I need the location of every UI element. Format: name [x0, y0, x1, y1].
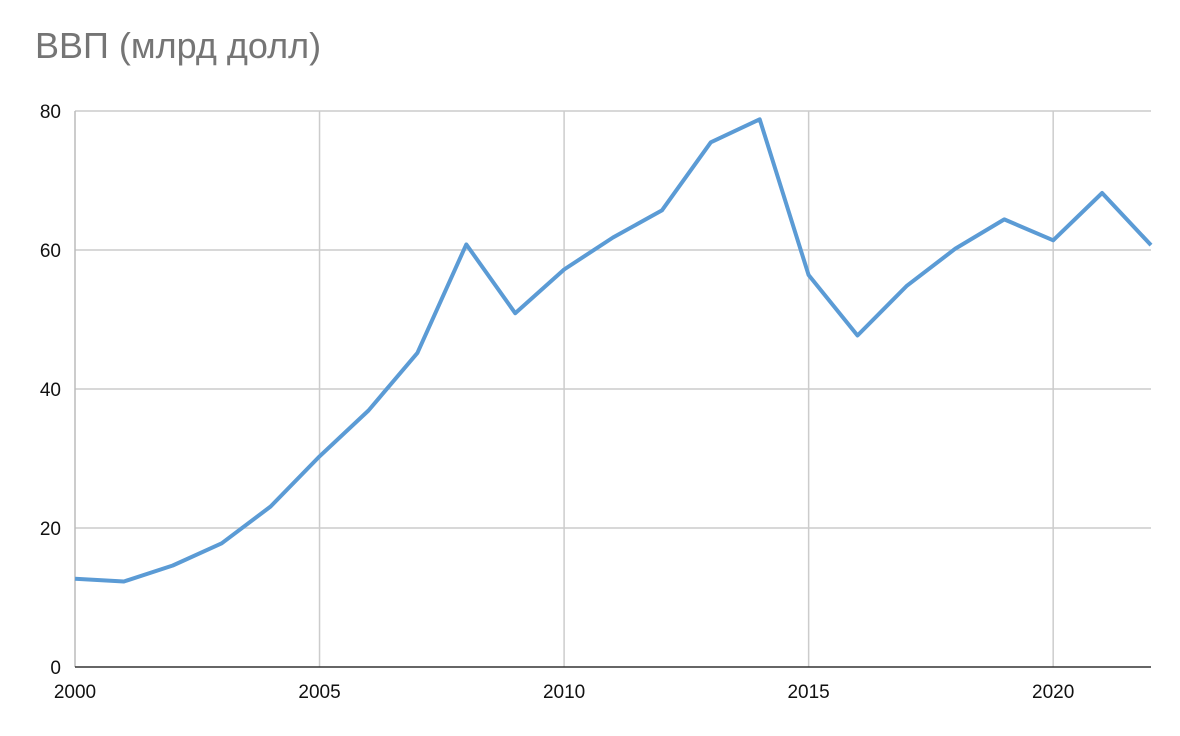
x-tick-label: 2000 [54, 682, 96, 703]
x-tick-label: 2020 [1032, 682, 1074, 703]
data-point-2010 [562, 267, 566, 271]
data-point-2002 [171, 564, 175, 568]
data-point-2009 [513, 311, 517, 315]
data-point-2003 [220, 541, 224, 545]
data-point-2016 [856, 333, 860, 337]
data-point-2021 [1100, 191, 1104, 195]
data-point-2019 [1002, 217, 1006, 221]
data-point-2018 [953, 247, 957, 251]
data-point-2020 [1051, 238, 1055, 242]
x-tick-label: 2010 [543, 682, 585, 703]
data-point-2007 [415, 351, 419, 355]
data-point-2022 [1149, 243, 1153, 247]
data-point-2008 [464, 242, 468, 246]
chart-title: ВВП (млрд долл) [35, 25, 322, 66]
tick-label-layer: 0 20 40 60 80 2000 2005 2010 2015 2020 [40, 102, 1074, 703]
data-point-2017 [904, 284, 908, 288]
y-tick-label: 60 [40, 241, 61, 262]
data-point-2014 [758, 117, 762, 121]
x-tick-label: 2005 [298, 682, 340, 703]
data-point-2005 [318, 454, 322, 458]
data-point-2000 [73, 577, 77, 581]
data-point-2011 [611, 235, 615, 239]
y-tick-label: 80 [40, 102, 61, 123]
data-point-2004 [269, 504, 273, 508]
data-point-2006 [366, 409, 370, 413]
data-point-2001 [122, 580, 126, 584]
data-point-2015 [807, 273, 811, 277]
axis-layer [74, 111, 1151, 668]
y-tick-label: 20 [40, 519, 61, 540]
data-point-2013 [709, 140, 713, 144]
grid-layer [75, 110, 1151, 667]
x-tick-label: 2015 [787, 682, 829, 703]
series-layer [73, 117, 1153, 584]
data-point-2012 [660, 208, 664, 212]
y-tick-label: 40 [40, 380, 61, 401]
y-tick-label: 0 [50, 658, 61, 679]
series-line [74, 117, 1153, 584]
